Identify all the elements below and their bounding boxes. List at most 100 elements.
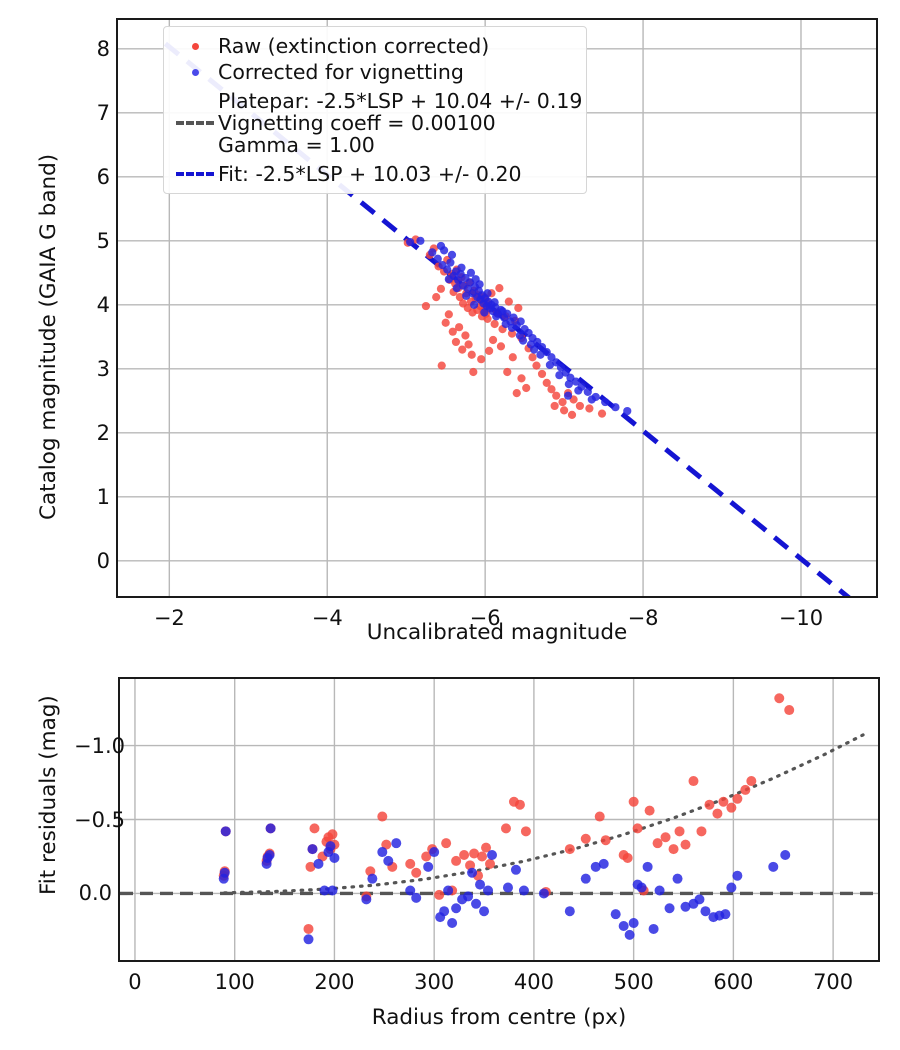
data-point (451, 855, 462, 866)
data-point (496, 342, 506, 351)
data-point (441, 318, 450, 327)
data-point (325, 841, 336, 852)
data-point (571, 377, 581, 386)
top-x-tick-label: −2 (153, 606, 185, 630)
data-point (303, 934, 314, 945)
data-point (441, 838, 452, 849)
data-point (437, 361, 446, 370)
data-point (444, 310, 453, 319)
data-point (558, 397, 567, 407)
data-point (618, 920, 629, 931)
bottom-x-tick-label: 600 (713, 970, 754, 994)
data-point (564, 906, 575, 917)
data-point (219, 867, 230, 878)
data-point (514, 799, 525, 810)
data-point (680, 839, 691, 850)
data-point (466, 268, 476, 277)
data-point (329, 852, 340, 863)
data-point (680, 901, 691, 912)
data-point (610, 909, 621, 920)
top-plot-area (118, 20, 876, 596)
top-y-tick-label: 3 (96, 356, 110, 381)
data-point (469, 367, 478, 377)
legend-marker-platepar-dash-icon (172, 121, 218, 125)
data-point (694, 894, 705, 905)
top-x-tick-label: −10 (778, 606, 824, 630)
data-point (461, 331, 470, 340)
top-y-tick-label: 5 (96, 228, 110, 253)
data-point (636, 882, 647, 893)
vignetting-model-curve (223, 733, 865, 895)
data-point (439, 906, 450, 917)
data-point (446, 258, 455, 267)
bottom-y-axis-label: Fit residuals (mag) (36, 695, 61, 895)
data-point (361, 894, 372, 905)
data-point (594, 811, 605, 822)
data-point (624, 929, 635, 940)
data-point (726, 882, 737, 893)
data-point (564, 844, 575, 855)
data-point (587, 395, 596, 404)
data-point (628, 918, 639, 929)
top-x-tick-label: −6 (469, 606, 501, 630)
legend-entry-platepar: Platepar: -2.5*LSP + 10.04 +/- 0.19 Vign… (172, 85, 582, 161)
top-x-tick-label: −8 (627, 606, 659, 630)
data-point (532, 361, 541, 370)
data-point (700, 906, 711, 917)
data-point (405, 858, 416, 869)
data-point (447, 918, 458, 929)
data-point (500, 823, 511, 834)
data-point (411, 867, 422, 878)
data-point (383, 855, 394, 866)
top-legend: Raw (extinction corrected) Corrected for… (163, 26, 587, 194)
data-point (421, 301, 431, 311)
data-point (416, 236, 425, 245)
legend-marker-corrected-dot-icon (172, 68, 218, 76)
data-point (668, 844, 679, 855)
legend-marker-raw-dot-icon (172, 42, 218, 50)
legend-entry-fit: Fit: -2.5*LSP + 10.03 +/- 0.20 (172, 161, 576, 187)
data-point (507, 329, 517, 338)
data-point (377, 811, 388, 822)
data-point (590, 861, 601, 872)
data-point (487, 849, 498, 860)
gridlines (120, 679, 878, 960)
top-y-tick-label: 0 (96, 548, 110, 573)
data-point (564, 380, 573, 389)
data-point (518, 336, 528, 345)
bottom-x-tick-label: 200 (314, 970, 355, 994)
top-y-tick-label: 2 (96, 420, 110, 445)
data-point (550, 401, 559, 411)
data-point (552, 391, 561, 400)
data-point (471, 898, 482, 909)
data-point (475, 280, 484, 289)
data-point (740, 784, 751, 795)
bottom-x-tick-label: 500 (613, 970, 654, 994)
top-y-tick-label: 7 (96, 100, 110, 125)
data-point (443, 265, 452, 274)
data-point (583, 387, 592, 396)
data-point (510, 864, 521, 875)
data-point (432, 293, 441, 302)
bottom-x-tick-label: 400 (513, 970, 554, 994)
data-point (648, 923, 659, 934)
data-point (517, 374, 526, 383)
data-point (411, 892, 422, 903)
legend-label-raw: Raw (extinction corrected) (218, 33, 490, 58)
data-point (433, 254, 442, 263)
data-point (652, 838, 663, 849)
legend-label-corrected: Corrected for vignetting (218, 59, 464, 84)
data-point (498, 307, 507, 316)
data-point (305, 861, 316, 872)
data-point (475, 879, 486, 890)
bottom-plot-canvas (120, 679, 878, 960)
data-point (580, 833, 591, 844)
data-point (514, 303, 523, 313)
data-point (732, 870, 743, 881)
data-point (547, 385, 556, 394)
data-point (538, 888, 549, 899)
series-corrected (406, 236, 632, 416)
data-point (774, 693, 785, 704)
data-point (405, 885, 416, 896)
